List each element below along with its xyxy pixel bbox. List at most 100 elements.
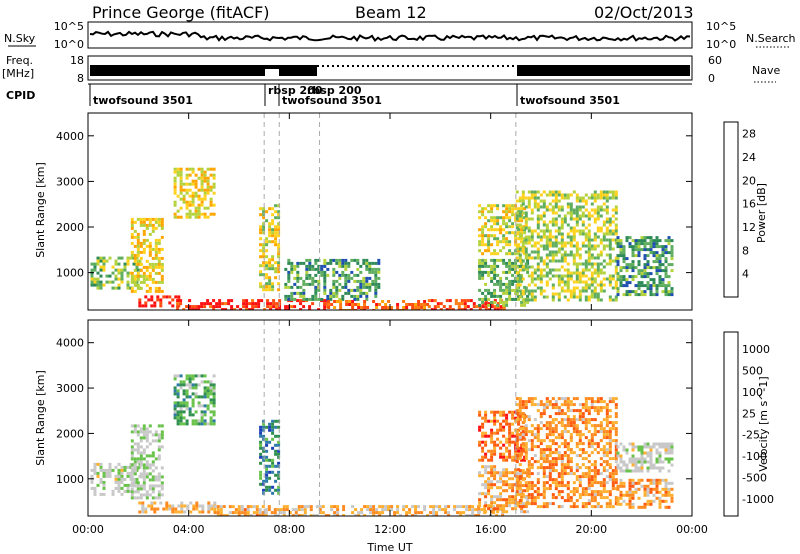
echo-cell xyxy=(563,196,567,200)
echo-cell xyxy=(185,422,189,426)
echo-cell xyxy=(242,302,246,306)
echo-cell xyxy=(569,439,573,443)
echo-cell xyxy=(566,454,570,458)
echo-cell xyxy=(484,297,488,301)
echo-cell xyxy=(508,291,512,295)
echo-cell xyxy=(530,274,534,278)
echo-cell xyxy=(526,474,530,478)
echo-cell xyxy=(578,256,582,260)
echo-cell xyxy=(527,205,531,209)
echo-cell xyxy=(487,471,491,475)
echo-cell xyxy=(511,477,515,481)
echo-cell xyxy=(563,274,567,278)
echo-cell xyxy=(262,252,266,256)
echo-cell xyxy=(533,193,537,197)
echo-cell xyxy=(314,267,318,271)
echo-cell xyxy=(502,228,506,232)
echo-cell xyxy=(551,298,555,302)
echo-cell xyxy=(524,481,528,485)
y-tick-label: 3000 xyxy=(56,175,84,188)
echo-cell xyxy=(139,244,143,248)
echo-cell xyxy=(619,266,623,270)
echo-cell xyxy=(548,433,552,437)
echo-cell xyxy=(451,308,455,310)
echo-cell xyxy=(614,430,618,434)
echo-cell xyxy=(596,226,600,230)
echo-cell xyxy=(511,213,515,217)
echo-cell xyxy=(619,281,623,285)
echo-cell xyxy=(142,469,146,473)
echo-cell xyxy=(602,469,606,473)
echo-cell xyxy=(569,238,573,242)
echo-cell xyxy=(478,240,482,244)
echo-cell xyxy=(329,294,333,298)
echo-cell xyxy=(551,463,555,467)
echo-cell xyxy=(505,437,509,441)
echo-cell xyxy=(93,465,97,469)
echo-region xyxy=(515,190,618,302)
echo-cell xyxy=(587,454,591,458)
echo-cell xyxy=(99,477,103,481)
echo-cell xyxy=(590,439,594,443)
echo-cell xyxy=(542,460,546,464)
echo-cell xyxy=(643,266,647,270)
echo-cell xyxy=(560,403,564,407)
echo-cell xyxy=(308,258,312,262)
echo-cell xyxy=(145,490,149,494)
echo-cell xyxy=(614,427,618,431)
echo-cell xyxy=(581,442,585,446)
echo-cell xyxy=(130,232,134,236)
echo-cell xyxy=(599,490,603,494)
echo-cell xyxy=(188,212,192,216)
echo-cell xyxy=(518,475,522,479)
echo-cell xyxy=(272,299,276,303)
echo-cell xyxy=(524,442,528,446)
echo-cell xyxy=(518,412,522,416)
echo-cell xyxy=(536,445,540,449)
echo-cell xyxy=(622,493,626,497)
echo-cell xyxy=(515,436,519,440)
echo-cell xyxy=(142,457,146,461)
echo-cell xyxy=(596,244,600,248)
echo-cell xyxy=(153,501,157,505)
echo-cell xyxy=(277,473,281,477)
echo-cell xyxy=(259,431,263,435)
echo-cell xyxy=(277,488,281,492)
echo-cell xyxy=(614,298,618,302)
echo-cell xyxy=(185,188,189,192)
echo-cell xyxy=(268,476,272,480)
echo-cell xyxy=(481,483,485,487)
echo-cell xyxy=(203,422,207,426)
echo-cell xyxy=(575,277,579,281)
echo-cell xyxy=(545,244,549,248)
echo-cell xyxy=(548,484,552,488)
echo-cell xyxy=(120,280,124,284)
echo-cell xyxy=(590,424,594,428)
echo-cell xyxy=(268,422,272,426)
echo-cell xyxy=(514,504,518,508)
echo-cell xyxy=(646,451,650,455)
echo-cell xyxy=(520,219,524,223)
echo-cell xyxy=(517,413,521,417)
echo-cell xyxy=(590,463,594,467)
echo-region xyxy=(130,217,164,293)
echo-cell xyxy=(520,249,524,253)
echo-cell xyxy=(530,289,534,293)
echo-cell xyxy=(608,196,612,200)
echo-cell xyxy=(481,449,485,453)
echo-cell xyxy=(302,294,306,298)
echo-cell xyxy=(487,291,491,295)
echo-cell xyxy=(649,266,653,270)
echo-cell xyxy=(548,202,552,206)
echo-cell xyxy=(590,436,594,440)
echo-cell xyxy=(511,431,515,435)
echo-cell xyxy=(520,446,524,450)
echo-cell xyxy=(262,428,266,432)
echo-cell xyxy=(277,255,281,259)
echo-cell xyxy=(262,288,266,292)
echo-cell xyxy=(96,271,100,275)
echo-cell xyxy=(374,288,378,292)
echo-cell xyxy=(139,472,143,476)
echo-cell xyxy=(569,235,573,239)
echo-cell xyxy=(628,505,632,509)
